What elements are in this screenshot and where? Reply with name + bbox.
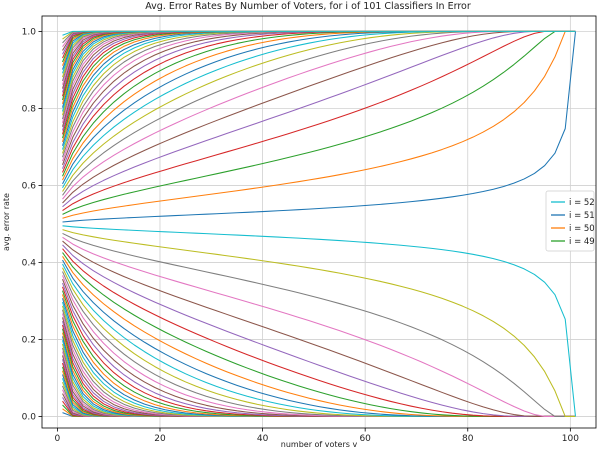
series-line-i-40 (62, 263, 576, 417)
x-axis-label: number of voters v (281, 440, 358, 449)
series-line-i-51 (62, 31, 577, 223)
plot-frame (41, 15, 597, 429)
series-line-i-69 (62, 30, 576, 154)
y-tick-label: 0.6 (22, 181, 37, 191)
series-line-i-33 (62, 290, 576, 417)
series-line-i-66 (62, 30, 576, 166)
series-line-i-45 (62, 244, 576, 417)
series-line-i-56 (62, 30, 576, 204)
series-line-i-47 (62, 236, 576, 417)
series-line-i-54 (62, 30, 576, 212)
series-line-i-79 (62, 30, 576, 116)
series-line-i-48 (62, 232, 576, 417)
x-tick-label: 20 (154, 434, 166, 444)
x-tick-label: 80 (462, 434, 474, 444)
series-line-i-46 (62, 240, 576, 417)
legend-label: i = 52 (569, 198, 595, 208)
series-line-i-60 (62, 30, 576, 188)
x-tick-label: 40 (257, 434, 269, 444)
chart-title: Avg. Error Rates By Number of Voters, fo… (145, 1, 471, 12)
series-line-i-43 (62, 252, 576, 417)
series-line-i-41 (62, 259, 576, 417)
series-line-i-35 (62, 282, 576, 417)
y-axis-label: avg. error rate (2, 193, 11, 251)
series-line-i-57 (62, 30, 576, 200)
grid (42, 16, 596, 428)
y-tick-label: 1.0 (22, 27, 37, 37)
series-line-i-55 (62, 30, 576, 208)
y-tick-label: 0.4 (22, 258, 37, 268)
series-line-i-53 (62, 30, 576, 215)
series-line-i-32 (62, 294, 576, 417)
series-line-i-52 (62, 30, 576, 219)
legend-box (545, 190, 595, 252)
series-lines (62, 30, 577, 417)
series-line-i-29 (62, 305, 576, 417)
y-tick-label: 0.0 (22, 412, 37, 422)
legend-label: i = 51 (569, 211, 595, 221)
x-tick-label: 0 (55, 434, 61, 444)
x-tick-label: 100 (562, 434, 579, 444)
legend-label: i = 49 (569, 237, 595, 247)
axis-ticks: 0 20 40 60 80 100 0.0 0.2 0.4 0.6 0.8 1.0 (22, 27, 580, 444)
y-tick-label: 0.8 (22, 104, 37, 114)
legend-label: i = 50 (569, 224, 595, 234)
series-line-i-58 (62, 30, 576, 196)
x-tick-label: 60 (359, 434, 371, 444)
series-line-i-67 (62, 30, 576, 162)
series-line-i-22 (62, 332, 576, 417)
legend: i = 52 i = 51 i = 50 i = 49 (545, 190, 595, 252)
series-line-i-61 (62, 30, 576, 185)
series-line-i-50 (62, 225, 577, 417)
series-line-i-34 (62, 286, 576, 417)
series-line-i-68 (62, 30, 576, 158)
y-tick-label: 0.2 (22, 335, 36, 345)
series-line-i-49 (62, 229, 576, 417)
series-line-i-72 (62, 30, 576, 143)
series-line-i-100 (62, 30, 576, 36)
series-line-i-44 (62, 248, 576, 417)
